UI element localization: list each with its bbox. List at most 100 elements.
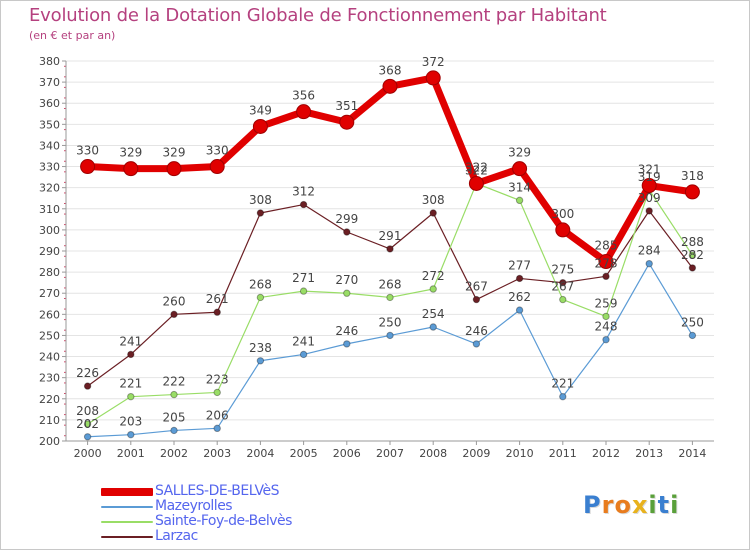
- data-point: [512, 161, 528, 177]
- data-point: [256, 357, 265, 365]
- y-tick-label: 200: [39, 435, 60, 448]
- x-tick-label: 2014: [678, 447, 706, 460]
- x-tick-label: 2004: [246, 447, 274, 460]
- y-tick-label: 250: [39, 329, 60, 342]
- data-label: 330: [206, 144, 229, 158]
- data-point: [688, 264, 697, 272]
- data-point: [299, 350, 308, 359]
- data-label: 288: [681, 235, 704, 249]
- data-point: [472, 295, 481, 304]
- data-label: 260: [163, 294, 186, 308]
- x-tick-label: 2000: [74, 447, 102, 460]
- data-label: 208: [76, 404, 99, 418]
- data-point: [80, 159, 96, 175]
- y-tick-label: 270: [39, 287, 60, 300]
- data-label: 291: [379, 229, 402, 243]
- data-point: [209, 159, 225, 175]
- data-point: [123, 161, 139, 177]
- data-label: 268: [379, 277, 402, 291]
- data-point: [641, 178, 657, 194]
- data-label: 262: [508, 290, 531, 304]
- data-label: 221: [119, 377, 142, 391]
- x-tick-label: 2002: [160, 447, 188, 460]
- y-tick-label: 350: [39, 118, 60, 131]
- legend-swatch: [101, 536, 153, 538]
- x-tick-label: 2011: [549, 447, 577, 460]
- data-label: 271: [292, 271, 315, 285]
- data-point: [213, 424, 221, 433]
- y-tick-label: 300: [39, 224, 60, 237]
- y-tick-label: 380: [39, 55, 60, 68]
- data-label: 329: [163, 146, 186, 160]
- data-point: [83, 420, 92, 428]
- data-point: [299, 200, 308, 209]
- data-label: 259: [595, 296, 618, 310]
- data-label: 241: [119, 334, 142, 348]
- legend-swatch: [101, 521, 153, 523]
- data-label: 278: [595, 256, 618, 270]
- data-label: 285: [595, 239, 618, 253]
- data-label: 202: [76, 417, 99, 431]
- legend-label: SALLES-DE-BELVèS: [155, 483, 280, 499]
- data-label: 272: [422, 269, 445, 283]
- x-tick-label: 2010: [506, 447, 534, 460]
- chart-subtitle: (en € et par an): [29, 29, 116, 42]
- data-label: 329: [508, 146, 531, 160]
- x-tick-label: 2012: [592, 447, 620, 460]
- data-label: 223: [206, 372, 229, 386]
- data-label: 356: [292, 89, 315, 103]
- data-label: 254: [422, 307, 445, 321]
- y-tick-label: 240: [39, 351, 60, 364]
- data-label: 351: [335, 99, 358, 113]
- data-label: 238: [249, 341, 272, 355]
- y-tick-label: 320: [39, 182, 60, 195]
- data-label: 270: [335, 273, 358, 287]
- data-label: 321: [638, 163, 661, 177]
- data-point: [645, 259, 653, 268]
- data-point: [252, 118, 268, 134]
- data-label: 222: [163, 375, 186, 389]
- y-tick-label: 230: [39, 372, 60, 385]
- y-tick-label: 370: [39, 76, 60, 89]
- data-label: 267: [465, 280, 488, 294]
- data-point: [472, 340, 481, 348]
- data-point: [468, 175, 484, 191]
- data-point: [386, 331, 394, 340]
- data-point: [343, 340, 351, 348]
- legend-label: Sainte-Foy-de-Belvès: [155, 513, 292, 529]
- data-label: 284: [638, 244, 661, 258]
- legend-swatch: [101, 506, 153, 508]
- data-point: [83, 433, 92, 441]
- x-tick-label: 2009: [462, 447, 490, 460]
- data-label: 322: [465, 163, 488, 177]
- data-label: 226: [76, 366, 99, 380]
- data-label: 248: [595, 320, 618, 334]
- data-point: [515, 306, 524, 314]
- data-point: [382, 78, 398, 94]
- x-tick-label: 2007: [376, 447, 404, 460]
- data-label: 203: [119, 415, 142, 429]
- data-point: [559, 278, 567, 287]
- data-point: [429, 323, 437, 331]
- data-point: [602, 312, 610, 321]
- data-label: 241: [292, 334, 315, 348]
- data-point: [296, 104, 312, 120]
- logo-letter: r: [601, 491, 615, 519]
- logo-letter: i: [648, 491, 658, 519]
- x-tick-label: 2013: [635, 447, 663, 460]
- data-point: [299, 287, 308, 295]
- data-label: 221: [551, 377, 574, 391]
- data-label: 282: [681, 248, 704, 262]
- data-point: [339, 114, 355, 130]
- data-label: 250: [379, 315, 402, 329]
- data-point: [515, 196, 524, 205]
- data-point: [602, 335, 610, 344]
- legend-label: Mazeyrolles: [155, 498, 233, 514]
- y-tick-label: 220: [39, 393, 60, 406]
- data-label: 275: [551, 263, 574, 277]
- y-tick-label: 280: [39, 266, 60, 279]
- data-label: 267: [551, 280, 574, 294]
- data-point: [598, 254, 614, 270]
